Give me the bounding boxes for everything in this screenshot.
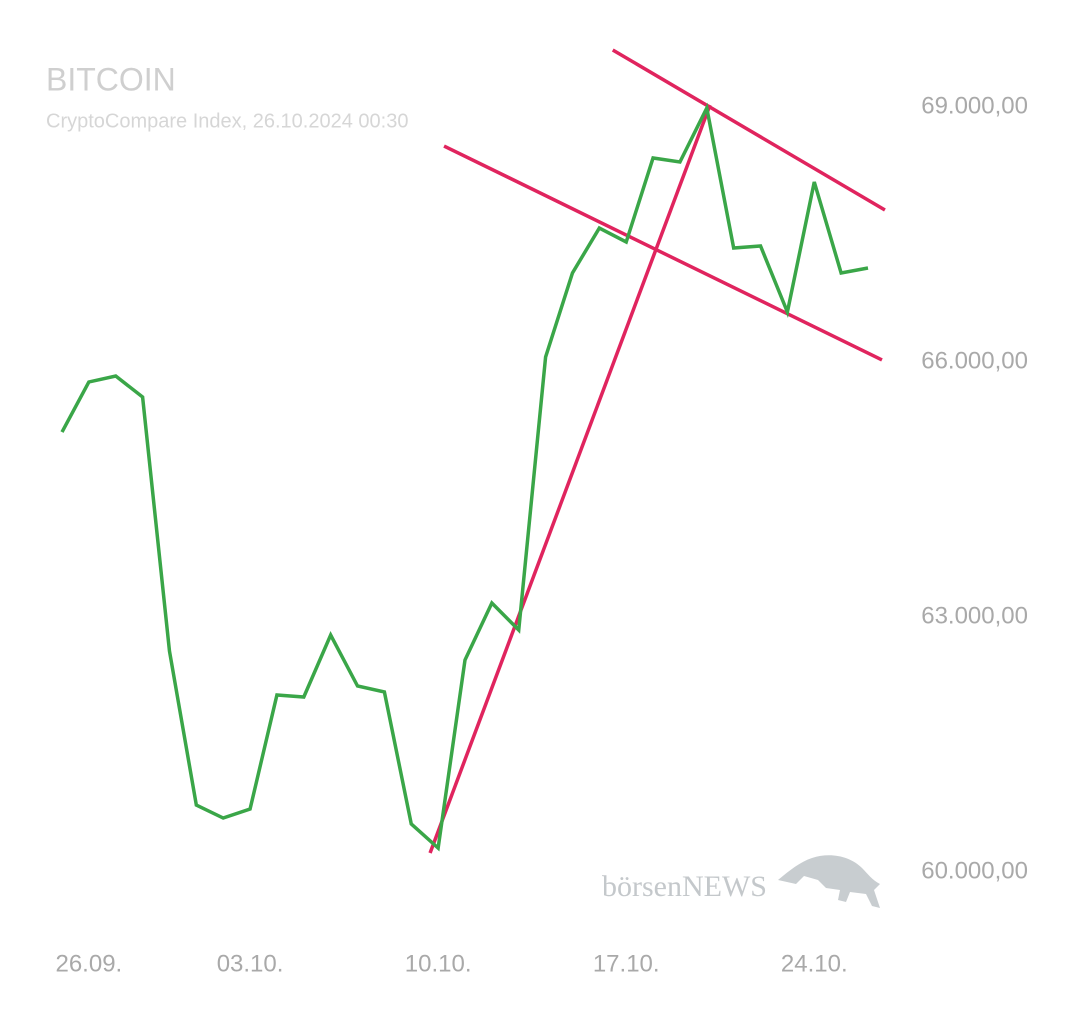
x-tick-label: 24.10. [781, 950, 848, 977]
trend-line [611, 48, 886, 212]
chart-subtitle: CryptoCompare Index, 26.10.2024 00:30 [46, 110, 408, 132]
trend-line [428, 104, 712, 854]
bull-icon [778, 855, 880, 908]
watermark: börsenNEWS [602, 870, 767, 903]
x-tick-label: 17.10. [593, 950, 660, 977]
x-tick-label: 03.10. [217, 950, 284, 977]
y-tick-label: 69.000,00 [921, 92, 1028, 119]
y-tick-label: 63.000,00 [921, 602, 1028, 629]
y-tick-label: 60.000,00 [921, 857, 1028, 884]
price-line [60, 102, 869, 852]
watermark-logo [778, 855, 880, 908]
x-tick-label: 26.09. [55, 950, 122, 977]
trend-line [443, 144, 883, 362]
x-tick-label: 10.10. [405, 950, 472, 977]
y-tick-label: 66.000,00 [921, 347, 1028, 374]
chart-title: BITCOIN [46, 61, 176, 97]
